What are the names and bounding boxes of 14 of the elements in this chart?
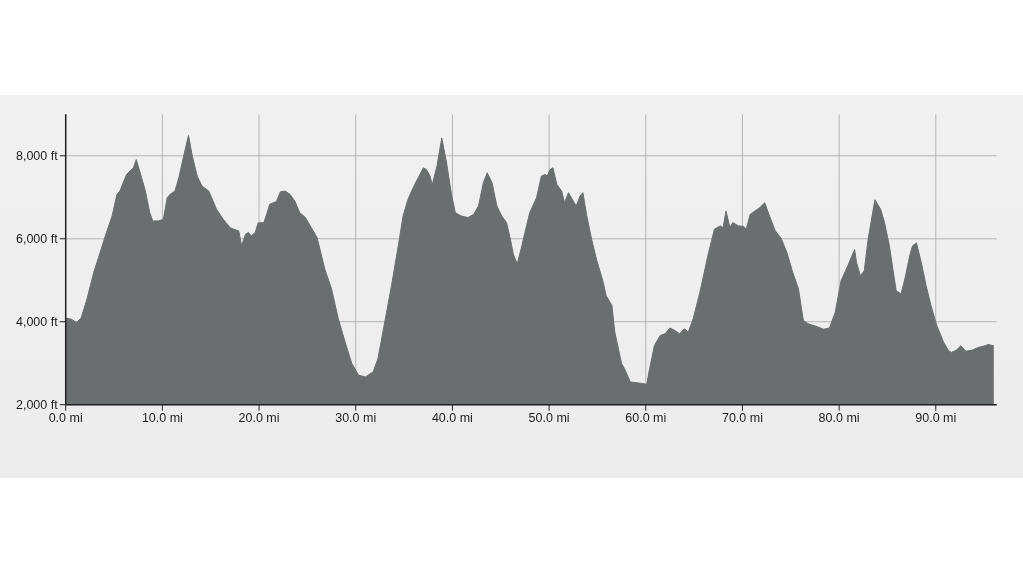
y-tick-label: 2,000 ft	[16, 398, 59, 413]
x-tick-label: 90.0 mi	[915, 410, 957, 425]
x-tick-label: 30.0 mi	[335, 410, 377, 425]
x-tick-label: 40.0 mi	[431, 410, 473, 425]
y-tick-label: 4,000 ft	[16, 315, 59, 330]
x-tick-label: 20.0 mi	[238, 410, 280, 425]
x-tick-label: 0.0 mi	[48, 410, 83, 425]
x-tick-label: 10.0 mi	[141, 410, 183, 425]
y-tick-label: 6,000 ft	[16, 232, 59, 247]
x-tick-label: 70.0 mi	[721, 410, 763, 425]
y-tick-label: 8,000 ft	[16, 149, 59, 164]
x-tick-label: 50.0 mi	[528, 410, 570, 425]
x-tick-label: 60.0 mi	[625, 410, 667, 425]
x-tick-label: 80.0 mi	[818, 410, 860, 425]
